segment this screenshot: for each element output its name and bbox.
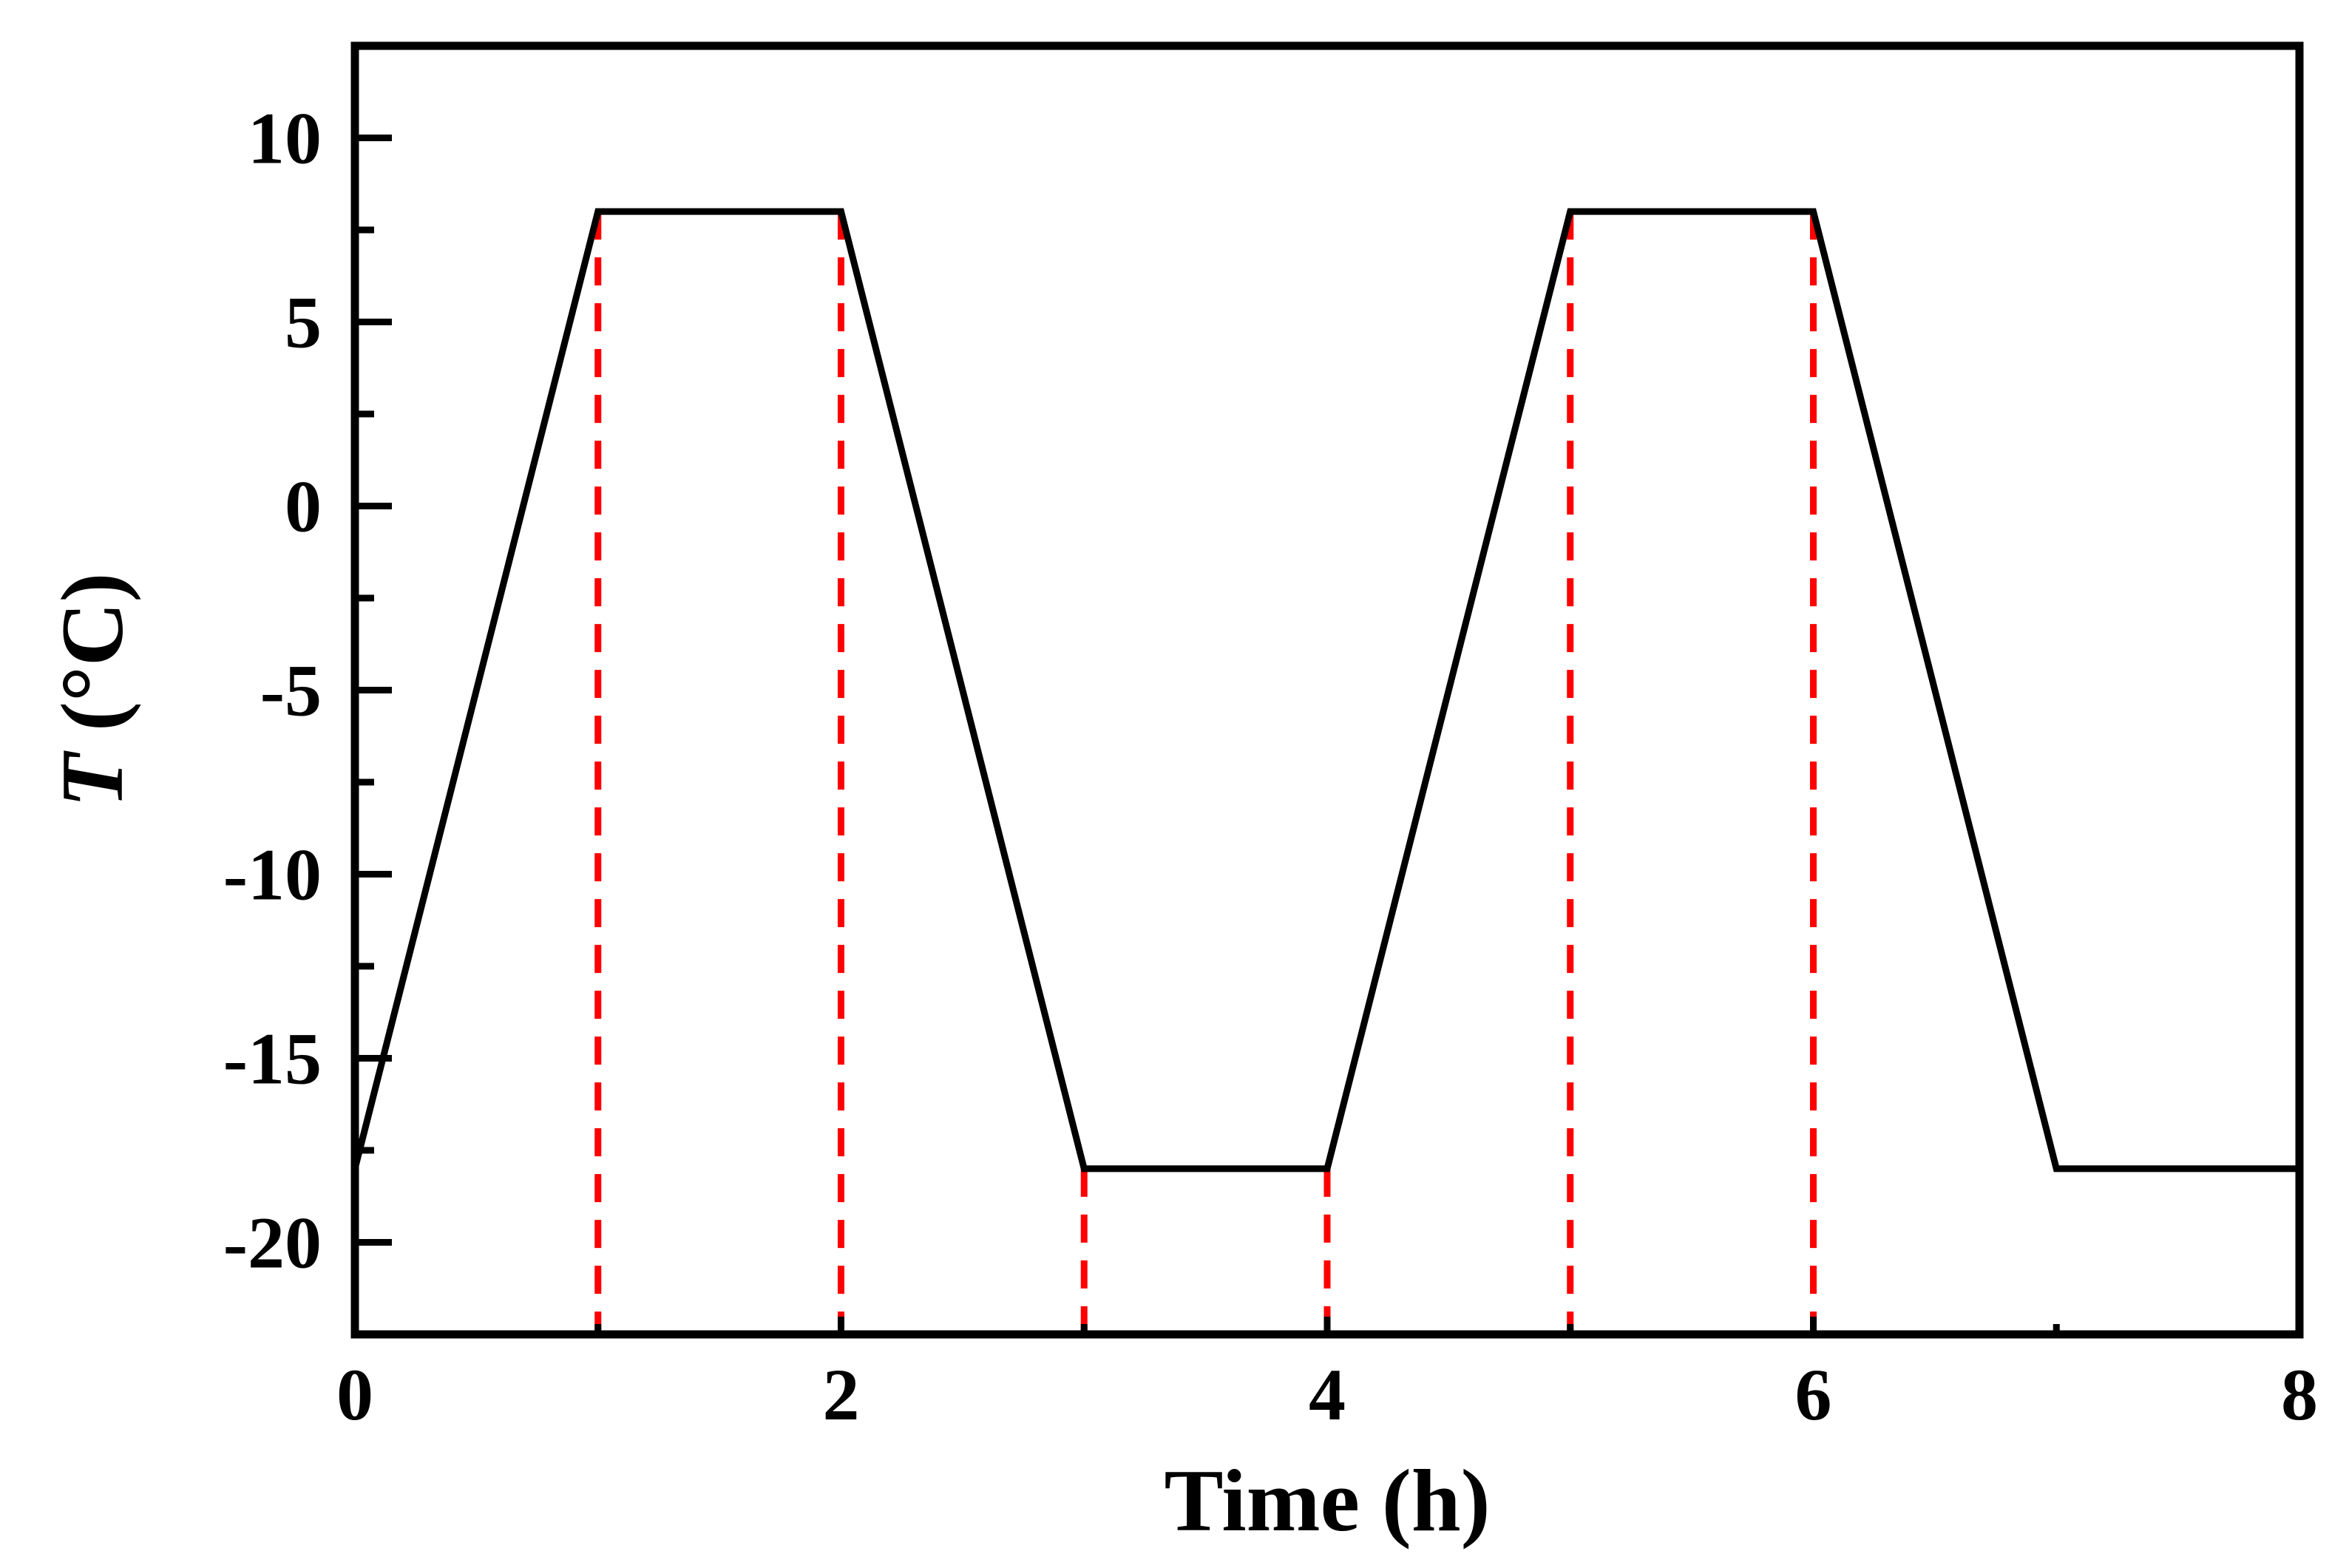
y-tick-label: 10: [248, 98, 322, 180]
y-tick-label: -5: [260, 650, 322, 732]
x-tick-label: 6: [1795, 1354, 1832, 1436]
y-tick-label: -15: [223, 1018, 322, 1100]
x-tick-label: 4: [1309, 1354, 1346, 1436]
y-tick-label: 0: [285, 466, 322, 548]
y-tick-label: 5: [285, 282, 322, 364]
axis-ticks: [351, 135, 2303, 1334]
y-tick-label: -20: [223, 1202, 322, 1284]
y-axis-symbol: T: [43, 750, 141, 807]
y-tick-label: -10: [223, 834, 322, 916]
series-layer: [351, 208, 2299, 1172]
x-tick-label: 2: [823, 1354, 860, 1436]
y-axis-unit: (°C): [43, 573, 141, 754]
series-line-1: [351, 208, 2299, 1172]
x-axis-label: Time (h): [1164, 1451, 1490, 1550]
x-tick-label: 8: [2281, 1354, 2318, 1436]
x-tick-label: 0: [336, 1354, 373, 1436]
reference-lines: [594, 211, 1817, 1334]
y-axis-label: T (°C): [43, 573, 141, 808]
tick-labels: 0 2 4 6 8 10 5 0 -5 -10 -15 -20: [223, 98, 2318, 1436]
